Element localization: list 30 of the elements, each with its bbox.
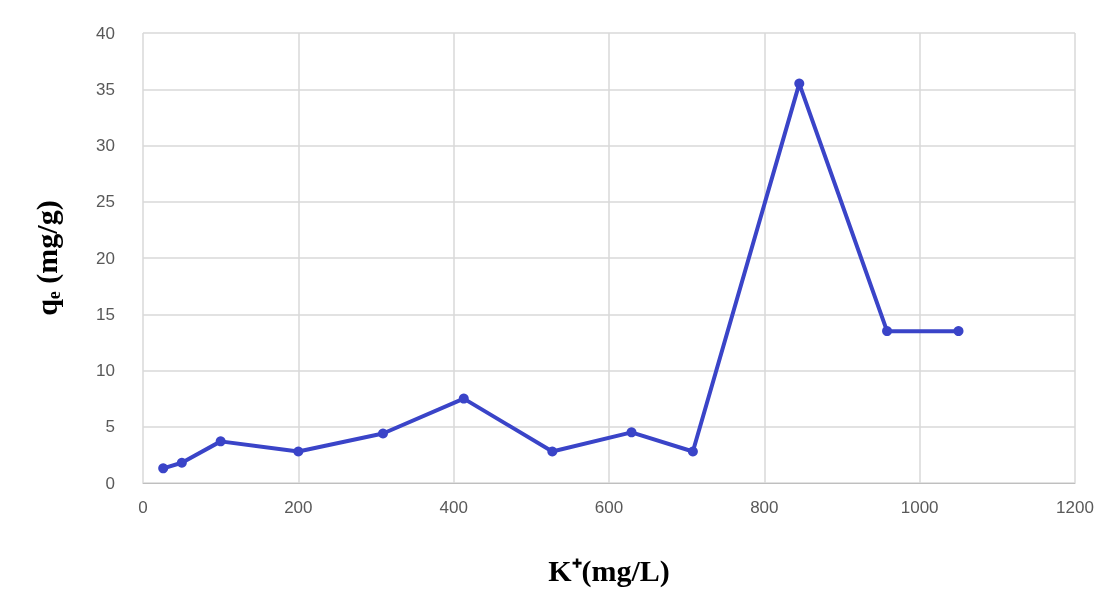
- point: [215, 436, 226, 447]
- x-tick-label: 1000: [900, 498, 939, 517]
- x-tick-label: 600: [594, 498, 624, 517]
- x-axis-title: K⁺(mg/L): [548, 553, 670, 588]
- y-axis-title: qₑ (mg/g): [29, 200, 64, 316]
- point: [882, 326, 893, 337]
- point: [158, 463, 169, 474]
- point: [953, 326, 964, 337]
- point: [176, 457, 187, 468]
- y-tick-label: 20: [96, 248, 115, 268]
- point: [794, 78, 805, 89]
- y-tick-label: 15: [96, 304, 115, 324]
- point: [687, 446, 698, 457]
- y-tick-label: 35: [96, 79, 115, 99]
- y-tick-label: 30: [96, 136, 115, 155]
- x-tick-label: 0: [138, 498, 148, 517]
- point: [458, 393, 469, 404]
- point: [626, 427, 637, 438]
- y-tick-label: 0: [105, 473, 115, 493]
- point: [378, 428, 388, 439]
- y-tick-label: 25: [96, 192, 115, 212]
- x-tick-label: 1200: [1056, 498, 1094, 517]
- y-tick-label: 40: [96, 23, 115, 43]
- y-tick-label: 10: [96, 361, 115, 380]
- x-tick-label: 400: [439, 498, 468, 517]
- y-tick-label: 5: [105, 417, 115, 437]
- point: [293, 446, 304, 457]
- x-tick-label: 800: [750, 498, 779, 517]
- x-tick-label: 200: [284, 498, 313, 517]
- point: [547, 446, 558, 457]
